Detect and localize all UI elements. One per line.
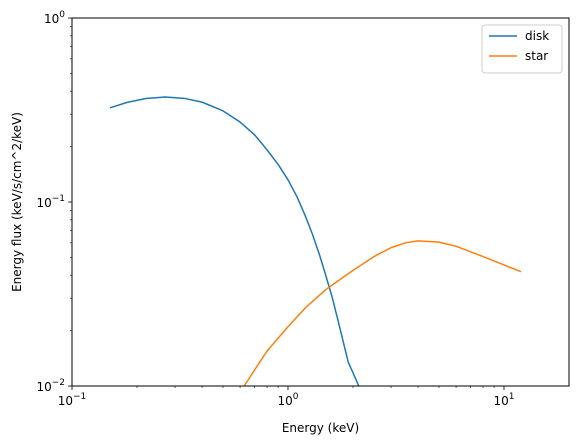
y-axis-label: Energy flux (keV/s/cm^2/keV) <box>10 112 24 292</box>
plot-area <box>72 18 569 386</box>
y-tick-label: 10−1 <box>36 194 65 210</box>
x-tick-label: 10−1 <box>58 392 87 408</box>
legend: disk star <box>481 24 563 74</box>
y-tick-label: 10−2 <box>36 378 65 394</box>
x-tick-label: 100 <box>277 392 298 408</box>
series-line-star <box>243 240 522 386</box>
series-line-disk <box>109 96 360 386</box>
x-axis-label: Energy (keV) <box>282 421 359 435</box>
legend-box <box>481 24 563 74</box>
y-tick-label: 100 <box>44 10 65 26</box>
x-tick-label: 101 <box>493 392 514 408</box>
series-layer <box>109 96 522 386</box>
legend-label-star: star <box>525 49 548 63</box>
plot-frame <box>71 17 570 387</box>
legend-label-disk: disk <box>525 29 549 43</box>
